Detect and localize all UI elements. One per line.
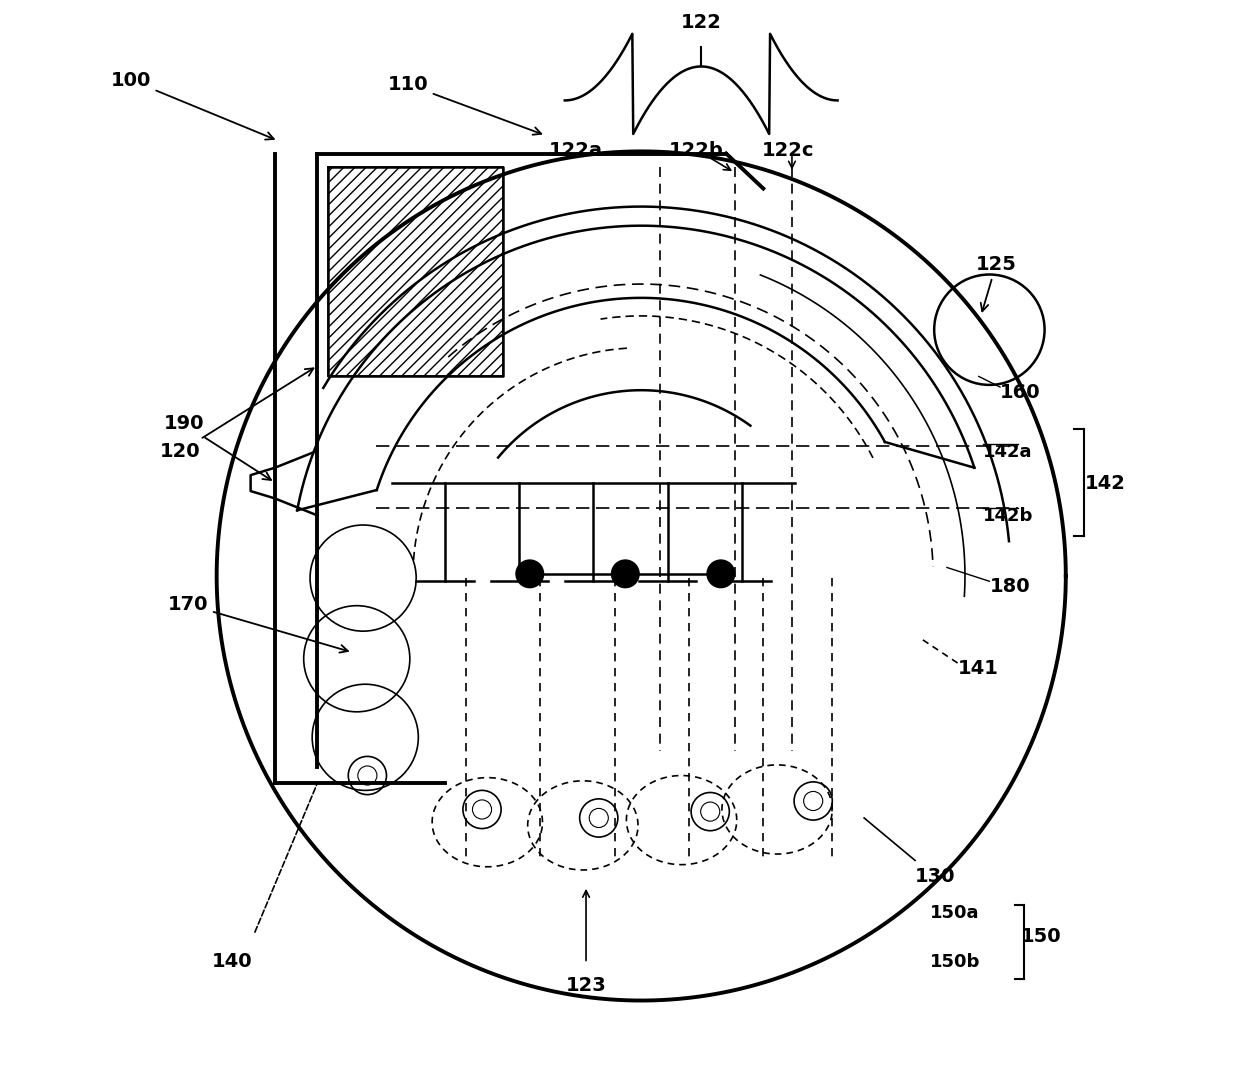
Text: 190: 190 — [164, 414, 272, 480]
Text: 142: 142 — [1085, 474, 1126, 493]
Text: 180: 180 — [990, 577, 1030, 595]
Text: 140: 140 — [211, 952, 252, 971]
Text: 120: 120 — [160, 368, 314, 461]
Text: 100: 100 — [110, 70, 274, 140]
Text: 150b: 150b — [930, 953, 981, 971]
Text: 122c: 122c — [761, 141, 813, 160]
Text: 122a: 122a — [548, 141, 603, 160]
Text: 123: 123 — [565, 976, 606, 996]
Text: 142b: 142b — [983, 507, 1033, 525]
Circle shape — [516, 560, 543, 588]
Text: 160: 160 — [999, 383, 1040, 401]
Text: 141: 141 — [957, 658, 998, 678]
Text: 125: 125 — [976, 255, 1017, 312]
Circle shape — [611, 560, 639, 588]
Text: 142a: 142a — [983, 443, 1033, 461]
Text: 122b: 122b — [670, 141, 724, 160]
Polygon shape — [329, 168, 503, 377]
Text: 170: 170 — [167, 595, 348, 653]
Text: 130: 130 — [915, 866, 956, 886]
Circle shape — [707, 560, 734, 588]
Text: 110: 110 — [387, 75, 541, 134]
Text: 150a: 150a — [930, 904, 980, 922]
Text: 150: 150 — [1022, 927, 1061, 946]
Text: 122: 122 — [681, 14, 722, 32]
